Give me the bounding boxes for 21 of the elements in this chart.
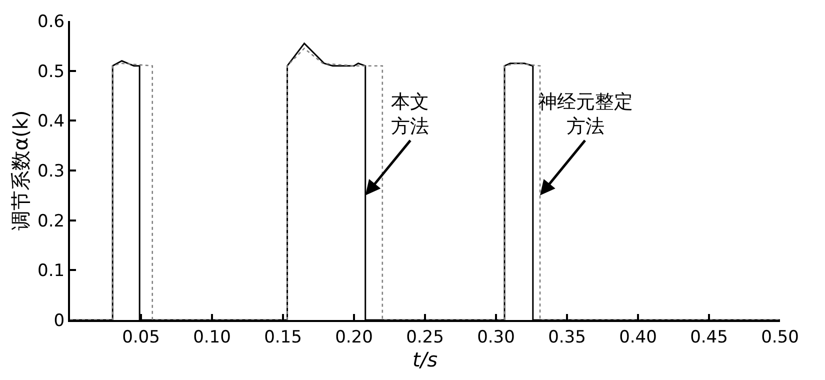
y-tick-label: 0.4 <box>38 112 65 132</box>
y-axis-title: 调节系数α(k) <box>8 110 33 231</box>
y-tick-label: 0.1 <box>38 261 65 282</box>
y-tick-label: 0.5 <box>38 62 65 82</box>
y-tick-label: 0.6 <box>38 12 65 32</box>
x-tick-label: 0.05 <box>122 327 160 348</box>
x-tick-label: 0.20 <box>335 327 373 348</box>
y-tick-label: 0.2 <box>38 211 65 232</box>
annotation: 神经元整定方法 <box>538 91 633 138</box>
y-tick-label: 0.3 <box>38 161 65 182</box>
x-tick-label: 0.35 <box>548 327 586 348</box>
x-tick-label: 0.30 <box>477 327 515 348</box>
x-axis-title: t/s <box>412 347 438 372</box>
annotation: 本文方法 <box>391 91 429 138</box>
y-tick-label: 0 <box>54 310 65 331</box>
x-tick-label: 0.40 <box>619 327 657 348</box>
x-tick-label: 0.15 <box>264 327 302 348</box>
x-tick-label: 0.45 <box>690 327 728 348</box>
x-tick-label: 0.25 <box>406 327 444 348</box>
x-tick-label: 0.10 <box>193 327 231 348</box>
x-tick-label: 0.50 <box>761 327 799 348</box>
